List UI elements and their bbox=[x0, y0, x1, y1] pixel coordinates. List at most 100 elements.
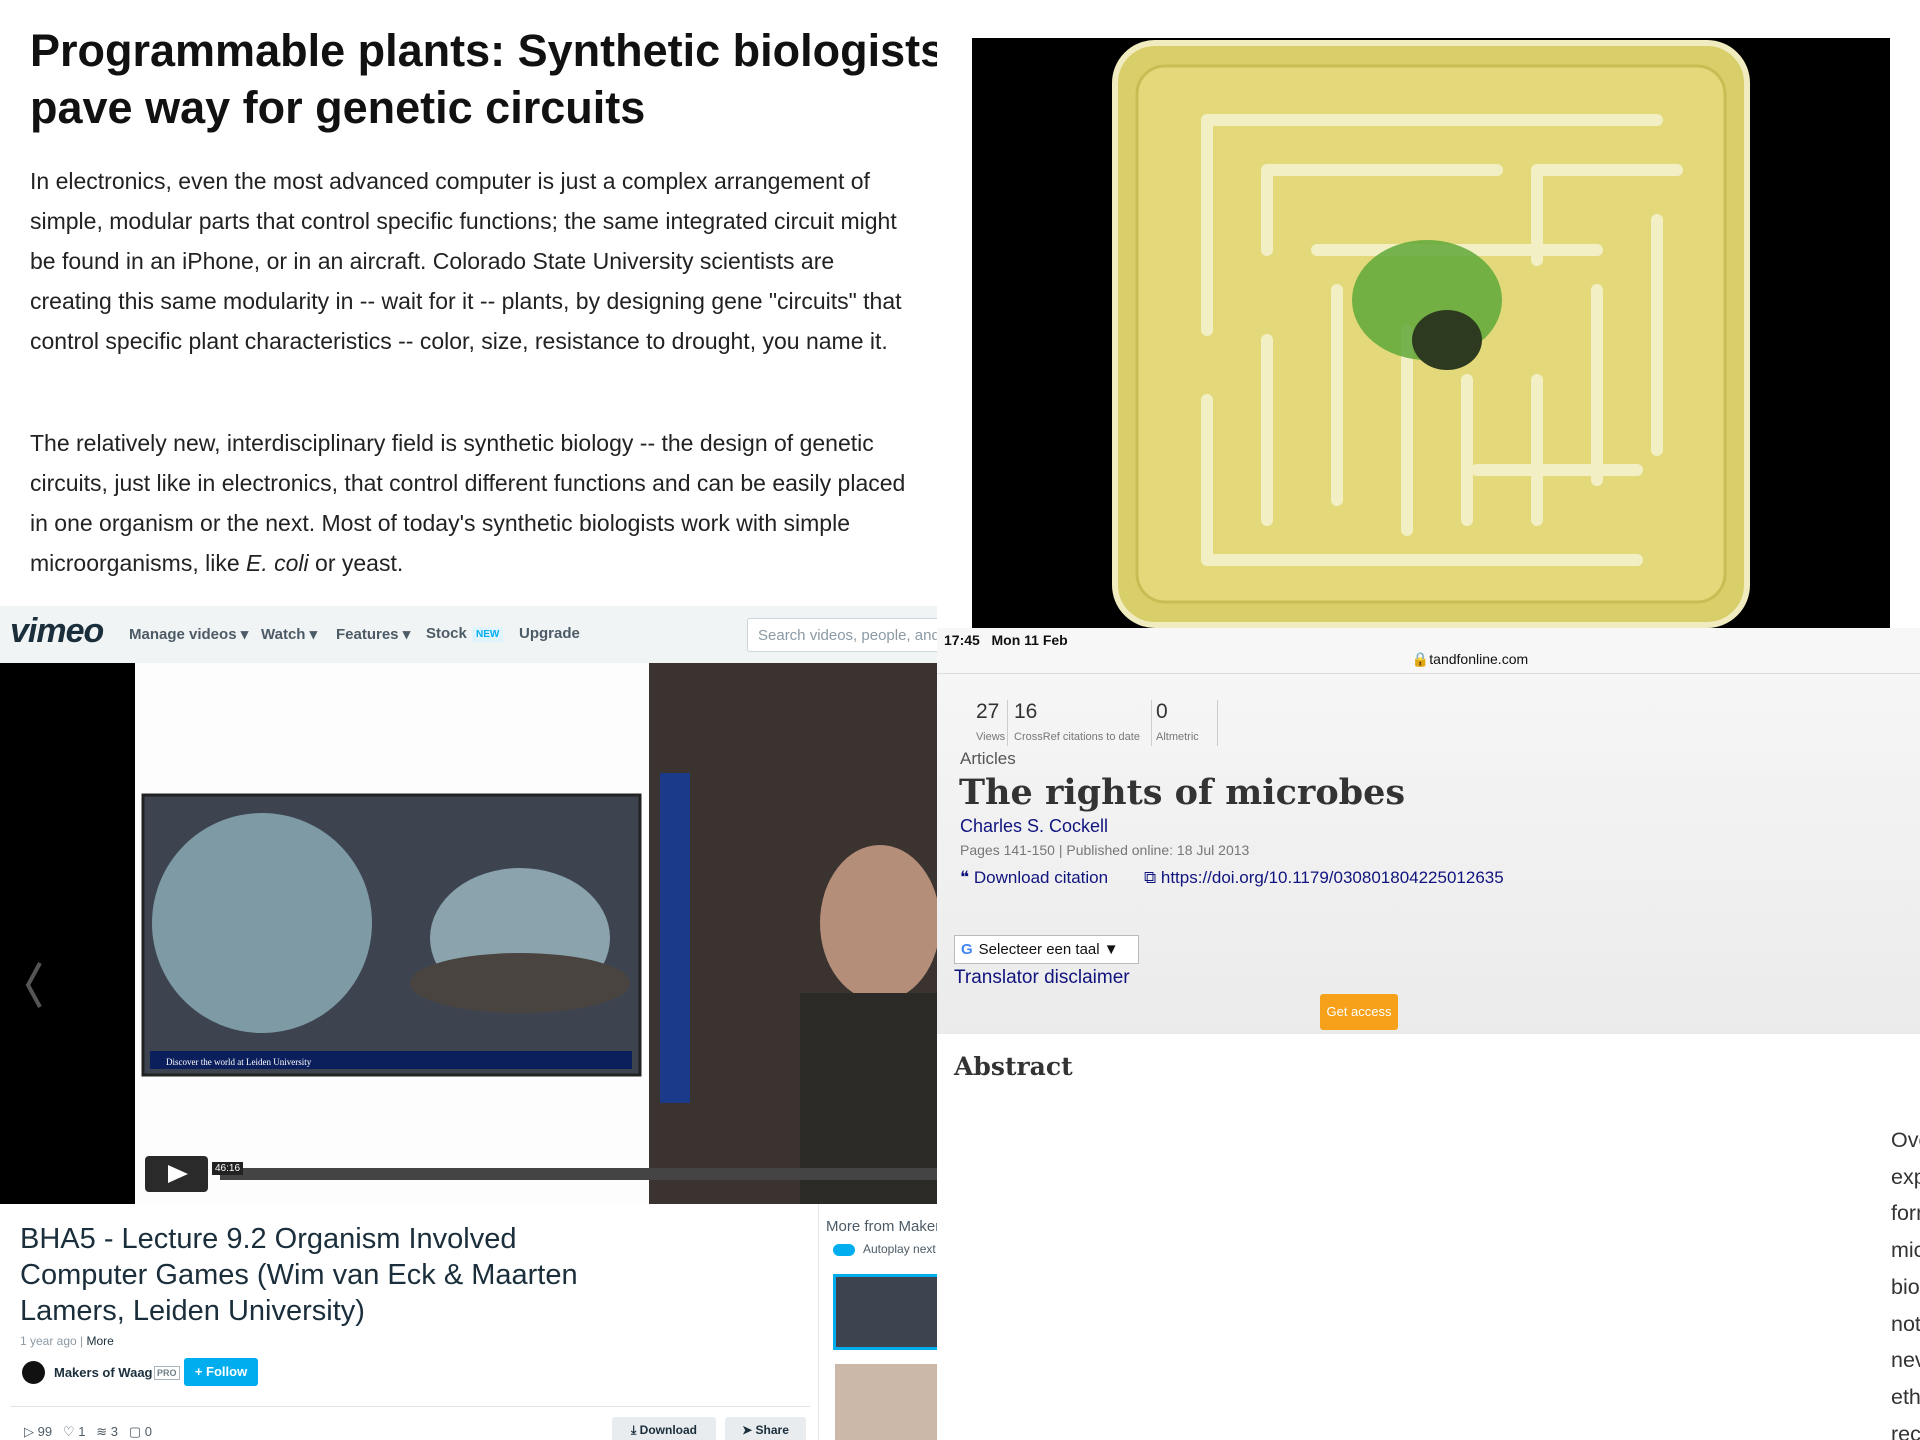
thumbnail[interactable] bbox=[835, 1364, 937, 1440]
metric-value: 27 bbox=[976, 700, 1000, 723]
article-paragraph: In electronics, even the most advanced c… bbox=[30, 168, 902, 354]
emphasis: E. coli bbox=[246, 550, 309, 576]
pro-badge: PRO bbox=[154, 1366, 180, 1380]
abstract-line: notion of protecting individual microorg… bbox=[1891, 1311, 1920, 1336]
google-icon: G bbox=[961, 941, 973, 958]
download-label[interactable]: Download bbox=[639, 1423, 697, 1437]
abstract-line: recognising the intrinsic worth of micro… bbox=[1891, 1421, 1920, 1440]
text: or yeast. bbox=[308, 550, 404, 576]
url-bar[interactable]: 🔒tandfonline.com bbox=[1411, 651, 1529, 667]
metric-label: CrossRef citations to date bbox=[1014, 731, 1140, 743]
video-frame bbox=[25, 663, 937, 1204]
tandf-panel: 17:45 Mon 11 Feb 🔒tandfonline.com 27 Vie… bbox=[937, 628, 1920, 1440]
likes: 1 bbox=[78, 1424, 86, 1439]
nav-item[interactable]: Manage videos ▾ bbox=[129, 626, 249, 643]
speaker-head bbox=[820, 845, 937, 1001]
monitor bbox=[660, 773, 690, 1103]
slide-image bbox=[152, 813, 372, 1033]
thumbnail[interactable] bbox=[833, 1274, 937, 1350]
nav-text[interactable]: Features bbox=[336, 626, 399, 643]
video-title: BHA5 - Lecture 9.2 Organism Involved Com… bbox=[20, 1223, 578, 1327]
more-link[interactable]: More bbox=[86, 1334, 114, 1348]
vimeo-panel: vimeo Manage videos ▾ Watch ▾ Features ▾… bbox=[0, 606, 937, 1440]
comments: 0 bbox=[144, 1424, 152, 1439]
progress-bar[interactable] bbox=[220, 1168, 937, 1180]
abstract-line: biogeochemical cycles. Without lions the… bbox=[1891, 1274, 1920, 1299]
search-box[interactable]: Search videos, people, and more bbox=[747, 618, 937, 652]
abstract-line: nevertheless deserve protection, and off… bbox=[1891, 1348, 1920, 1373]
maze-photo bbox=[972, 38, 1890, 628]
logo[interactable]: vimeo bbox=[10, 612, 104, 650]
abstract-line: microorganisms to be accorded special et… bbox=[1891, 1238, 1920, 1263]
url[interactable]: tandfonline.com bbox=[1429, 651, 1529, 667]
get-access-button[interactable]: Get access bbox=[1320, 994, 1398, 1030]
seed bbox=[1412, 310, 1482, 370]
language-select[interactable]: G Selecteer een taal ▼ bbox=[954, 935, 1139, 964]
nav-item[interactable]: Watch ▾ bbox=[261, 626, 318, 643]
status-time: 17:45 Mon 11 Feb bbox=[944, 632, 1068, 648]
language-label[interactable]: Selecteer een taal bbox=[978, 941, 1100, 958]
article-title: The rights of microbes bbox=[959, 772, 1406, 813]
avatar[interactable] bbox=[22, 1361, 45, 1384]
abstract-heading: Abstract bbox=[954, 1052, 1073, 1081]
video-player[interactable]: Discover the world at Leiden University … bbox=[0, 663, 937, 1204]
article-panel: Programmable plants: Synthetic biologist… bbox=[0, 0, 937, 606]
separator bbox=[1151, 700, 1152, 746]
metric-label: Altmetric bbox=[1156, 731, 1199, 743]
posted: 1 year ago bbox=[20, 1334, 77, 1348]
play-icon[interactable] bbox=[168, 1165, 188, 1183]
doi[interactable]: https://doi.org/10.1179/0308018042250126… bbox=[1160, 868, 1504, 887]
text: The relatively new, interdisciplinary fi… bbox=[30, 430, 906, 576]
slide-caption-bar bbox=[150, 1051, 632, 1069]
maze-walls bbox=[1201, 114, 1683, 566]
stats: ▷ 99 ♡ 1 ≋ 3 ▢ 0 bbox=[24, 1424, 152, 1439]
new-badge: NEW bbox=[472, 627, 504, 642]
nav-item[interactable]: Features ▾ bbox=[336, 626, 411, 643]
abstract-line: expanded markedly, in large part in resp… bbox=[1891, 1164, 1920, 1189]
separator bbox=[1007, 700, 1008, 746]
meta: Pages 141-150 | Published online: 18 Jul… bbox=[960, 842, 1250, 858]
sidebar: More from Makers of Waag Autoplay next bbox=[818, 1204, 937, 1440]
channel-name[interactable]: Makers of Waag bbox=[54, 1365, 153, 1380]
translator-disclaimer[interactable]: Translator disclaimer bbox=[954, 967, 1130, 988]
prev-arrow[interactable] bbox=[25, 962, 42, 1008]
clock: 17:45 bbox=[944, 632, 980, 648]
search-placeholder[interactable]: Search videos, people, and more bbox=[758, 627, 937, 644]
author[interactable]: Charles S. Cockell bbox=[960, 816, 1109, 836]
more-from: More from Makers of Waag bbox=[826, 1218, 937, 1235]
abstract-line: ethics. I argue that humankind should as… bbox=[1891, 1384, 1920, 1409]
meta: 1 year ago | More bbox=[20, 1334, 114, 1348]
photo-panel bbox=[937, 0, 1920, 628]
section-label: Articles bbox=[960, 749, 1016, 768]
download-citation-label[interactable]: Download citation bbox=[973, 868, 1109, 887]
nav-item[interactable]: Stock bbox=[426, 625, 467, 642]
metric-label: Views bbox=[976, 731, 1006, 743]
plays: 99 bbox=[37, 1424, 53, 1439]
article-paragraph: The relatively new, interdisciplinary fi… bbox=[30, 423, 920, 583]
article-title: Programmable plants: Synthetic biologist… bbox=[30, 25, 937, 133]
browser-bar bbox=[937, 628, 1920, 674]
date: Mon 11 Feb bbox=[991, 632, 1068, 648]
nav-text[interactable]: Watch bbox=[261, 626, 306, 643]
share-label[interactable]: Share bbox=[755, 1423, 789, 1437]
download-button[interactable]: ⤓ Download bbox=[612, 1417, 716, 1440]
follow-button[interactable]: + Follow bbox=[184, 1358, 258, 1386]
metric-value: 0 bbox=[1156, 700, 1168, 723]
metric-value: 16 bbox=[1014, 700, 1038, 723]
separator bbox=[1217, 700, 1218, 746]
autoplay-toggle[interactable] bbox=[833, 1244, 855, 1256]
download-citation[interactable]: ❝ Download citation bbox=[960, 868, 1109, 887]
divider bbox=[10, 1406, 810, 1407]
autoplay-label: Autoplay next bbox=[863, 1242, 936, 1256]
collections: 3 bbox=[110, 1424, 118, 1439]
abstract-line: forms of life we are willing to include … bbox=[1891, 1201, 1920, 1226]
slide-caption: Discover the world at Leiden University bbox=[166, 1057, 312, 1067]
nav-text[interactable]: Manage videos bbox=[129, 626, 237, 643]
nav-item[interactable]: Upgrade bbox=[519, 625, 580, 642]
doi-link[interactable]: ⧉ https://doi.org/10.1179/03080180422501… bbox=[1144, 868, 1504, 887]
slide-image bbox=[410, 953, 630, 1013]
abstract-line: Over the last forty years, the circle of… bbox=[1891, 1128, 1920, 1152]
time-label: 46:16 bbox=[212, 1162, 244, 1175]
share-button[interactable]: ➤ Share bbox=[725, 1417, 806, 1440]
